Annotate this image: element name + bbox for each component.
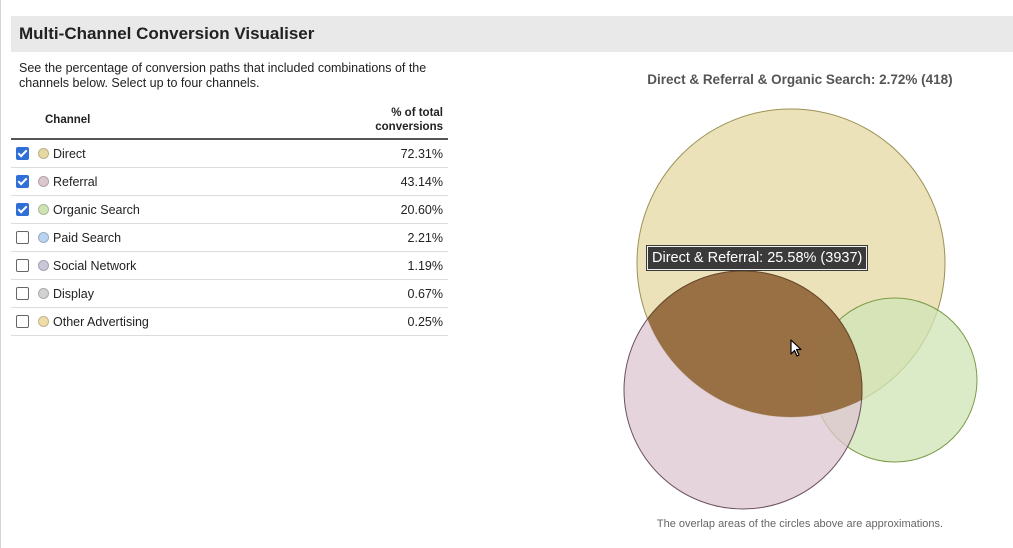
channel-name: Social Network [53, 258, 137, 273]
channel-color-dot-icon [38, 203, 49, 215]
channel-name: Paid Search [53, 230, 122, 245]
page-title: Multi-Channel Conversion Visualiser [19, 24, 315, 43]
channel-percent: 0.25% [285, 307, 448, 336]
channel-row[interactable]: Other Advertising 0.25% [11, 307, 448, 336]
channel-color-dot-icon [38, 175, 49, 187]
channel-name: Other Advertising [53, 314, 149, 329]
channel-row[interactable]: Paid Search 2.21% [11, 223, 448, 252]
venn-title: Direct & Referral & Organic Search: 2.72… [647, 72, 953, 87]
channel-percent: 20.60% [285, 195, 448, 224]
channel-color-dot-icon [38, 231, 49, 243]
venn-tooltip: Direct & Referral: 25.58% (3937) [645, 245, 869, 271]
left-border [0, 0, 1, 548]
column-header-channel: Channel [11, 101, 286, 140]
channel-checkbox[interactable] [16, 315, 29, 328]
channel-checkbox[interactable] [16, 259, 29, 272]
channel-name: Organic Search [53, 202, 140, 217]
channel-row[interactable]: Direct 72.31% [11, 139, 448, 168]
channel-table: Channel % of total conversions Direct 72.… [11, 101, 448, 336]
channel-checkbox[interactable] [16, 175, 29, 188]
channel-row[interactable]: Referral 43.14% [11, 167, 448, 196]
header-bar: Multi-Channel Conversion Visualiser [11, 16, 1013, 52]
channel-name: Direct [53, 146, 86, 161]
channel-checkbox[interactable] [16, 203, 29, 216]
column-header-percent-line2: conversions [375, 120, 443, 133]
column-header-percent-line1: % of total [391, 106, 443, 119]
mouse-cursor-icon [790, 339, 802, 357]
channel-percent: 72.31% [285, 139, 448, 168]
channel-percent: 0.67% [285, 279, 448, 308]
channel-color-dot-icon [38, 259, 49, 271]
venn-footnote: The overlap areas of the circles above a… [656, 518, 944, 530]
channel-color-dot-icon [38, 315, 49, 327]
channel-row[interactable]: Organic Search 20.60% [11, 195, 448, 224]
channel-percent: 2.21% [285, 223, 448, 252]
description: See the percentage of conversion paths t… [19, 61, 427, 90]
channel-checkbox[interactable] [16, 231, 29, 244]
channel-checkbox[interactable] [16, 287, 29, 300]
channel-color-dot-icon [38, 287, 49, 299]
channel-checkbox[interactable] [16, 147, 29, 160]
column-header-percent: % of total conversions [285, 101, 448, 140]
venn-diagram [623, 108, 978, 510]
table-header-row: Channel % of total conversions [11, 101, 448, 140]
channel-name: Display [53, 286, 94, 301]
channel-percent: 43.14% [285, 167, 448, 196]
channel-name: Referral [53, 174, 98, 189]
channel-row[interactable]: Display 0.67% [11, 279, 448, 308]
channel-row[interactable]: Social Network 1.19% [11, 251, 448, 280]
venn-overlap-direct-referral[interactable] [624, 270, 863, 509]
channel-color-dot-icon [38, 147, 49, 159]
channel-percent: 1.19% [285, 251, 448, 280]
